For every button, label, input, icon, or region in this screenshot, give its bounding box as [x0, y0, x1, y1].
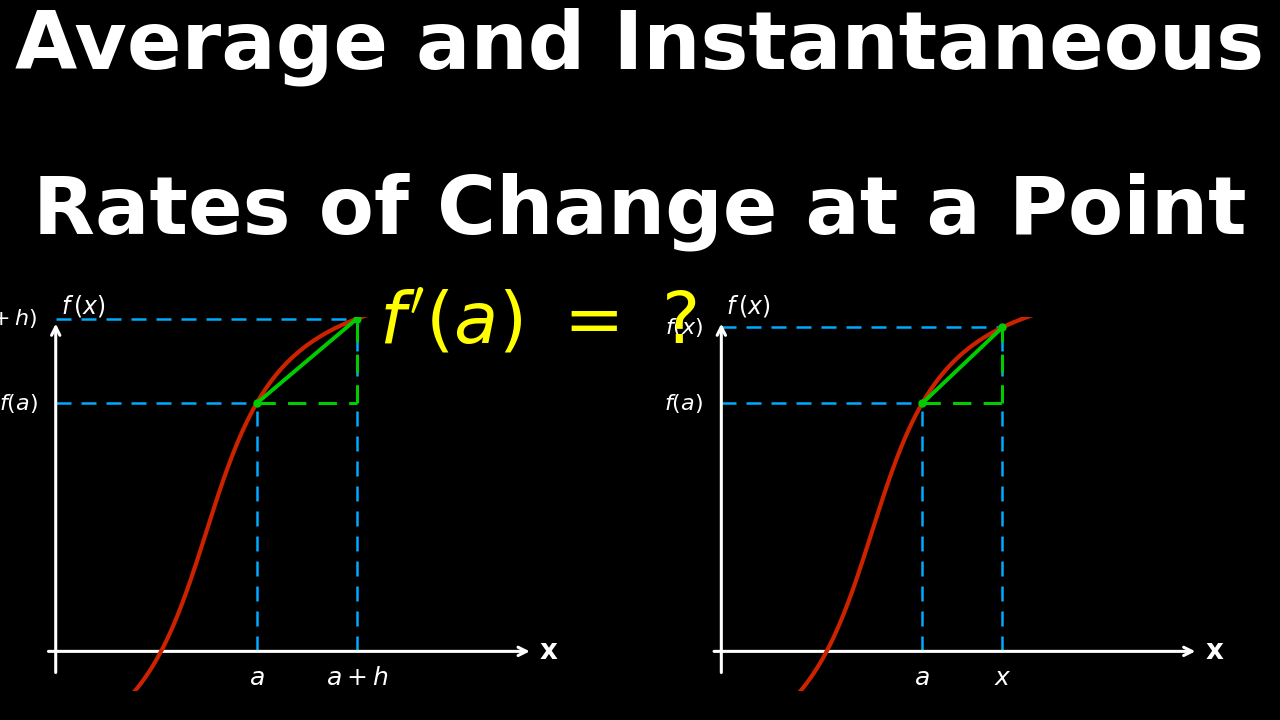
- Text: Rates of Change at a Point: Rates of Change at a Point: [33, 173, 1247, 251]
- Text: $f\,(x)$: $f\,(x)$: [726, 293, 771, 319]
- Text: $f(a)$: $f(a)$: [0, 392, 37, 415]
- Text: x: x: [540, 637, 558, 665]
- Text: $f(a)$: $f(a)$: [664, 392, 703, 415]
- Text: $f'(a)\ =\ ?$: $f'(a)\ =\ ?$: [379, 288, 696, 357]
- Text: x: x: [1206, 637, 1224, 665]
- Text: $f(a+h)$: $f(a+h)$: [0, 307, 37, 330]
- Text: $f\,(x)$: $f\,(x)$: [60, 293, 105, 319]
- Text: $f(x)$: $f(x)$: [664, 316, 703, 339]
- Text: Average and Instantaneous: Average and Instantaneous: [15, 7, 1265, 86]
- Text: $x$: $x$: [993, 666, 1011, 690]
- Text: $a$: $a$: [248, 666, 265, 690]
- Text: $a$: $a$: [914, 666, 931, 690]
- Text: $a + h$: $a + h$: [326, 666, 388, 690]
